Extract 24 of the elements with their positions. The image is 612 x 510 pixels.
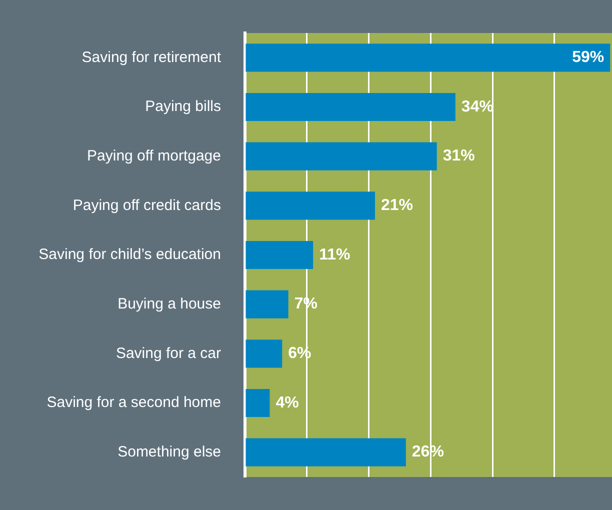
y-tick-label: Saving for retirement — [82, 48, 222, 66]
data-label: 21% — [380, 197, 413, 214]
y-tick-label: Paying off mortgage — [87, 147, 221, 164]
data-label: 4% — [276, 394, 299, 412]
y-tick-label: Paying bills — [145, 98, 221, 116]
bar — [246, 142, 437, 170]
bar — [246, 290, 288, 318]
data-label: 59% — [572, 49, 604, 66]
y-tick-label: Saving for a car — [116, 344, 221, 362]
data-label: 31% — [442, 148, 475, 165]
y-tick-label: Saving for child’s education — [38, 246, 221, 264]
y-tick-label: Saving for a second home — [46, 394, 221, 412]
bar — [246, 438, 406, 466]
y-tick-label: Something else — [118, 443, 221, 460]
bar — [246, 92, 456, 122]
bar — [246, 388, 270, 418]
y-tick-label: Buying a house — [118, 295, 221, 312]
data-label: 34% — [461, 98, 494, 116]
bar — [246, 44, 610, 72]
bar — [246, 192, 375, 220]
data-label: 11% — [319, 246, 350, 264]
bar — [246, 340, 282, 368]
y-tick-label: Paying off credit cards — [72, 196, 221, 214]
bar — [246, 240, 314, 270]
